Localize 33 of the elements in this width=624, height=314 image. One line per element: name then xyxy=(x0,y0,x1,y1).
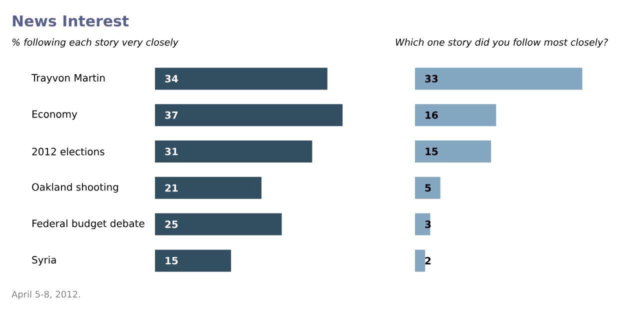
bar xyxy=(415,68,582,90)
bar xyxy=(415,140,492,163)
data-label: 2 xyxy=(425,256,431,264)
bar xyxy=(155,68,328,90)
chart-subtitle: % following each story very closely xyxy=(12,38,178,48)
data-label: 15 xyxy=(166,256,178,264)
data-label: 16 xyxy=(426,111,438,119)
y-tick-label: Trayvon Martin xyxy=(31,74,105,84)
y-tick-label: Oakland shooting xyxy=(32,183,118,193)
y-tick-label: Economy xyxy=(32,110,78,120)
bar xyxy=(415,250,426,272)
bar xyxy=(415,213,430,236)
data-label: 37 xyxy=(165,111,178,119)
bar xyxy=(155,176,262,199)
y-tick-label: 2012 elections xyxy=(32,148,104,156)
data-label: 33 xyxy=(425,74,438,82)
data-label: 5 xyxy=(425,184,431,192)
chart-subtitle: Which one story did you follow most closely? xyxy=(396,38,608,48)
bar xyxy=(155,250,232,272)
chart-title: News Interest xyxy=(12,15,129,27)
bar xyxy=(155,140,312,163)
data-label: 15 xyxy=(426,148,438,156)
y-tick-label: Syria xyxy=(32,256,56,266)
data-label: 34 xyxy=(165,74,178,82)
bar xyxy=(415,104,496,126)
bar xyxy=(155,104,343,126)
bar xyxy=(155,213,282,236)
data-label: 21 xyxy=(165,184,178,192)
text: April 5-8, 2012. xyxy=(12,290,80,300)
bar xyxy=(415,176,440,199)
data-label: 31 xyxy=(165,148,178,156)
y-tick-label: Federal budget debate xyxy=(32,219,144,230)
data-label: 25 xyxy=(165,220,178,228)
